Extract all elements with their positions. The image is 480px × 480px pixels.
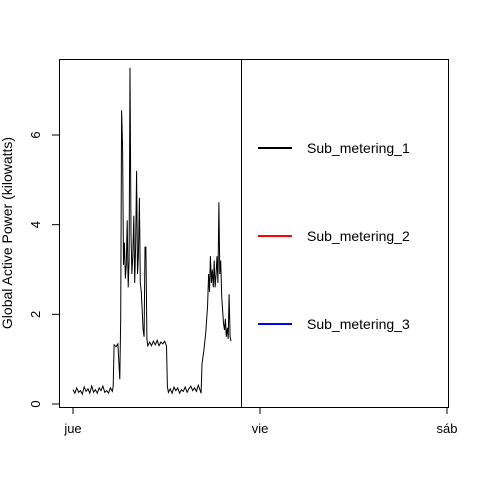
y-tick-label: 2 <box>28 311 43 318</box>
y-tick-label: 4 <box>28 221 43 228</box>
y-axis-label: Global Active Power (kilowatts) <box>0 137 15 329</box>
legend: Sub_metering_1 Sub_metering_2 Sub_metering… <box>258 140 410 332</box>
legend-label: Sub_metering_1 <box>307 140 410 156</box>
y-tick-label: 6 <box>28 131 43 138</box>
x-tick-label: jue <box>63 421 81 436</box>
y-tick-label: 0 <box>28 400 43 407</box>
series-layer <box>72 67 232 396</box>
series-line <box>72 67 232 396</box>
legend-label: Sub_metering_3 <box>307 316 410 332</box>
x-tick-label: vie <box>252 421 269 436</box>
legend-label: Sub_metering_2 <box>307 228 410 244</box>
plot-frame <box>59 59 242 408</box>
x-tick-label: sáb <box>437 421 458 436</box>
x-axis: jue vie sáb <box>63 407 458 436</box>
y-axis: 0 2 4 6 <box>28 131 60 408</box>
